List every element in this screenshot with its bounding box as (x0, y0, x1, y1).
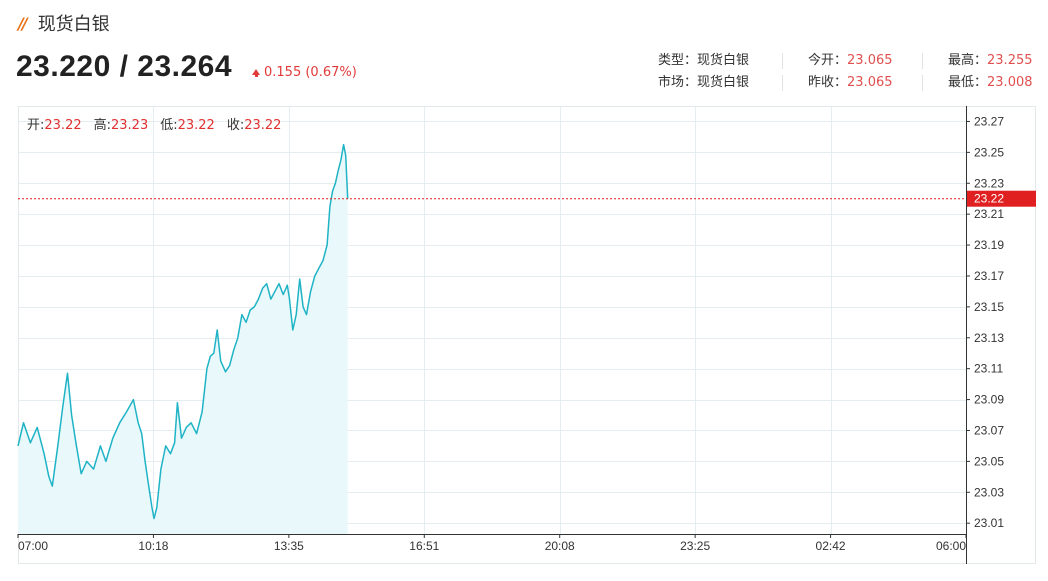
current-price-label: 23.22 (974, 192, 1004, 206)
y-tick-label: 23.07 (974, 423, 1004, 437)
open-label: 今开： (808, 53, 848, 68)
x-tick-label: 06:00 (936, 539, 966, 553)
x-tick-label: 02:42 (816, 539, 846, 553)
x-tick-label: 20:08 (545, 539, 575, 553)
y-tick-label: 23.23 (974, 176, 1004, 190)
price-line (17, 143, 349, 520)
y-tick-label: 23.19 (974, 238, 1004, 252)
x-tick-label: 13:35 (274, 539, 304, 553)
x-tick-label: 10:18 (138, 539, 168, 553)
low-value: 23.008 (987, 75, 1033, 90)
ohlc-open: 开:23.22 (27, 114, 82, 133)
y-tick-label: 23.09 (974, 393, 1004, 407)
y-tick-label: 23.11 (974, 362, 1003, 376)
ohlc-high-value: 23.23 (111, 118, 149, 133)
ohlc-high: 高:23.23 (94, 114, 149, 133)
market-label: 市场： (658, 75, 698, 90)
up-arrow-icon (252, 68, 260, 77)
prev-close-label: 昨收： (808, 75, 848, 90)
x-tick-label: 16:51 (409, 539, 439, 553)
divider (922, 75, 923, 91)
ohlc-readout: 开:23.22 高:23.23 低:23.22 收:23.22 (27, 114, 281, 133)
title-mark-icon: // (18, 13, 28, 33)
prev-close-info: 昨收：23.065 (808, 72, 893, 94)
ohlc-open-value: 23.22 (44, 118, 82, 133)
ohlc-open-label: 开: (27, 118, 45, 133)
type-value: 现货白银 (697, 53, 750, 68)
title-bar: // 现货白银 (18, 10, 110, 36)
prev-close-value: 23.065 (847, 75, 893, 90)
y-tick-label: 23.27 (974, 114, 1004, 128)
x-tick-label: 23:25 (680, 539, 710, 553)
open-value: 23.065 (847, 53, 893, 68)
open-info: 今开：23.065 (808, 50, 893, 72)
ohlc-close-value: 23.22 (244, 118, 282, 133)
type-label: 类型： (658, 53, 698, 68)
ohlc-close: 收:23.22 (227, 114, 282, 133)
price-change-value: 0.155 (0.67%) (264, 65, 357, 80)
divider (782, 53, 783, 69)
y-tick-label: 23.03 (974, 485, 1004, 499)
price-area (18, 144, 348, 534)
y-tick-label: 23.15 (974, 300, 1004, 314)
page-title: 现货白银 (37, 14, 110, 35)
high-label: 最高： (948, 53, 988, 68)
price-change: 0.155 (0.67%) (252, 65, 357, 80)
market-info: 市场：现货白银 (658, 72, 749, 94)
low-label: 最低： (948, 75, 988, 90)
ohlc-high-label: 高: (93, 118, 111, 133)
divider (922, 53, 923, 69)
bid-ask-price: 23.220 / 23.264 (16, 50, 233, 83)
type-info: 类型：现货白银 (658, 50, 749, 72)
x-tick-label: 07:00 (18, 539, 48, 553)
ohlc-low-label: 低: (160, 118, 178, 133)
low-info: 最低：23.008 (948, 72, 1033, 94)
ohlc-low-value: 23.22 (177, 118, 215, 133)
high-value: 23.255 (987, 53, 1033, 68)
current-price-badge (967, 190, 1036, 207)
y-tick-label: 23.01 (974, 516, 1004, 530)
chart-frame (18, 106, 1036, 564)
y-tick-label: 23.17 (974, 269, 1004, 283)
ohlc-close-label: 收: (226, 118, 245, 133)
high-info: 最高：23.255 (948, 50, 1033, 72)
ohlc-low: 低:23.22 (160, 114, 215, 133)
y-tick-label: 23.13 (974, 331, 1004, 345)
y-tick-label: 23.21 (974, 207, 1004, 221)
y-tick-label: 23.25 (974, 145, 1004, 159)
divider (782, 75, 783, 91)
market-value: 现货白银 (697, 75, 750, 90)
y-tick-label: 23.05 (974, 454, 1004, 468)
